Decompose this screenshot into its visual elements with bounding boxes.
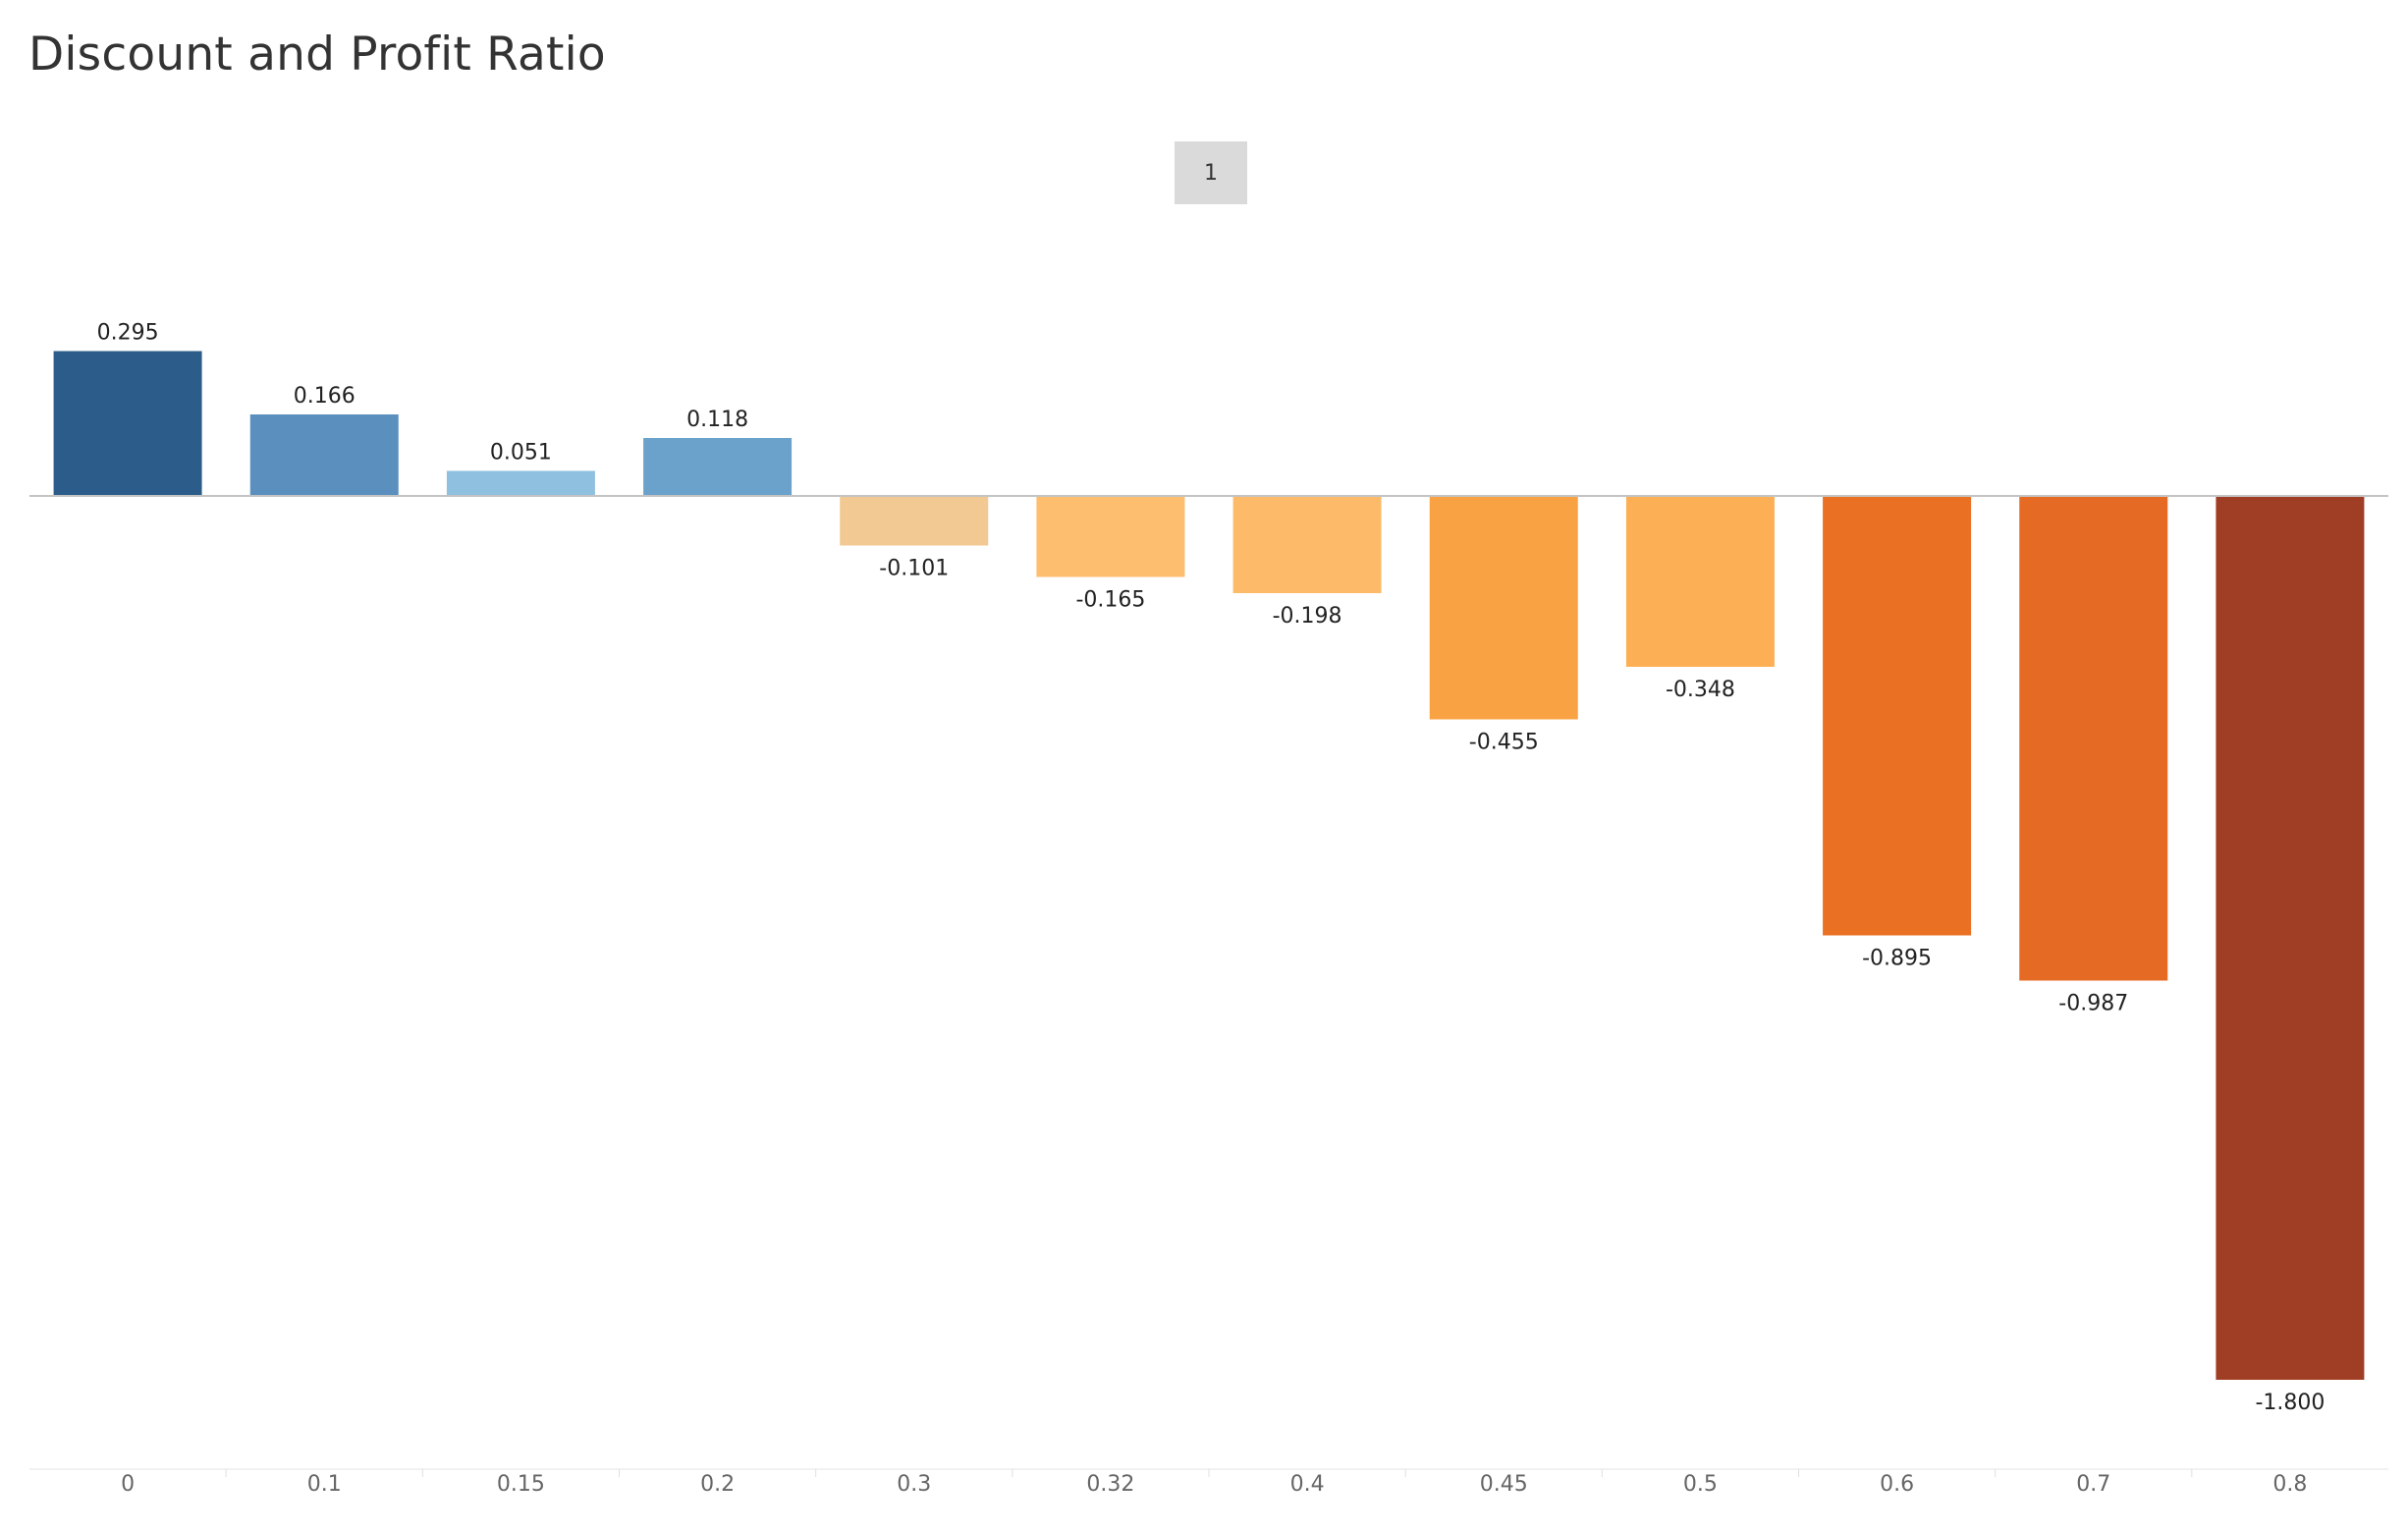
x-tick-label-0.8: 0.8 (2272, 1472, 2307, 1497)
x-tick-label-0.7: 0.7 (2076, 1472, 2110, 1497)
value-label-0.3: -0.101 (879, 557, 949, 581)
bar-0.3[interactable] (840, 496, 989, 546)
x-tick-label-0.45: 0.45 (1480, 1472, 1528, 1497)
bar-0.1[interactable] (249, 414, 399, 496)
chart-title: Discount and Profit Ratio (28, 27, 606, 82)
x-tick-label-0.5: 0.5 (1683, 1472, 1718, 1497)
page-badge[interactable]: 1 (1175, 141, 1247, 204)
value-label-0.32: -0.165 (1075, 588, 1145, 613)
x-tick-label-0.6: 0.6 (1880, 1472, 1914, 1497)
value-label-0.45: -0.455 (1469, 731, 1539, 755)
bar-0[interactable] (53, 351, 202, 497)
x-tick-label-0: 0 (121, 1472, 135, 1497)
bar-0.4[interactable] (1232, 496, 1382, 593)
value-label-0.4: -0.198 (1273, 604, 1342, 629)
value-labels-layer: 0.295 0.166 0.051 0.118 -0.101 -0.165 -0.198 -0… (97, 321, 2326, 1416)
value-label-0.7: -0.987 (2058, 992, 2128, 1016)
bar-0.6[interactable] (1823, 496, 1972, 936)
x-tick-label-0.15: 0.15 (497, 1472, 545, 1497)
value-label-0: 0.295 (97, 321, 159, 346)
tick-marks-layer (225, 1469, 2193, 1477)
bar-0.32[interactable] (1036, 496, 1185, 577)
value-label-0.6: -0.895 (1862, 947, 1932, 971)
x-tick-label-0.3: 0.3 (897, 1472, 931, 1497)
bar-0.5[interactable] (1625, 496, 1775, 667)
bar-0.2[interactable] (643, 438, 793, 496)
bar-0.15[interactable] (446, 470, 595, 497)
bar-0.8[interactable] (2216, 496, 2365, 1380)
bars-layer (53, 351, 2365, 1380)
value-label-0.1: 0.166 (294, 384, 356, 409)
value-label-0.8: -1.800 (2255, 1391, 2325, 1415)
value-label-0.2: 0.118 (686, 408, 748, 432)
bar-0.7[interactable] (2019, 496, 2168, 981)
value-label-0.5: -0.348 (1666, 678, 1735, 702)
x-tick-label-0.1: 0.1 (307, 1472, 342, 1497)
x-tick-label-0.2: 0.2 (700, 1472, 735, 1497)
value-label-0.15: 0.051 (490, 441, 552, 465)
tick-labels-layer: 0 0.1 0.15 0.2 0.3 0.32 0.4 0.45 0.5 0.6 0.7 0.8 (121, 1472, 2307, 1497)
x-tick-label-0.32: 0.32 (1086, 1472, 1134, 1497)
x-tick-label-0.4: 0.4 (1290, 1472, 1325, 1497)
bar-0.45[interactable] (1429, 496, 1578, 720)
